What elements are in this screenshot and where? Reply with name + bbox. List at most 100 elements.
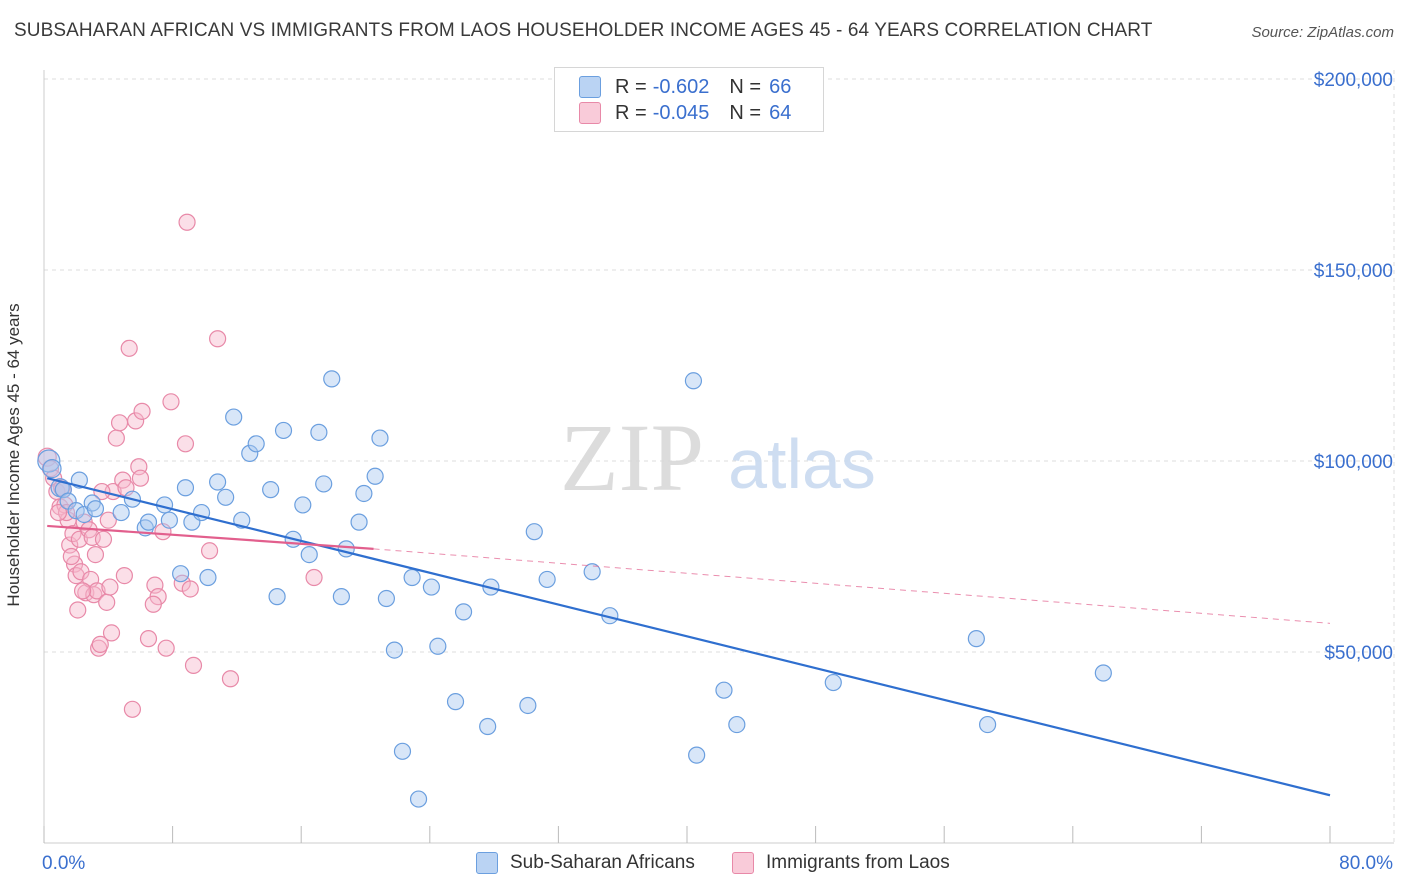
legend-swatch-laos <box>732 852 754 874</box>
trend-line-ssa <box>46 477 1331 797</box>
data-point-ssa <box>112 503 130 522</box>
data-point-laos <box>133 402 151 420</box>
legend-r-label: R = <box>615 75 647 98</box>
legend-item-ssa: Sub-Saharan Africans <box>476 852 695 874</box>
legend-swatch-ssa <box>579 76 601 98</box>
data-point-laos <box>86 545 105 564</box>
legend-n-label: N = <box>729 75 762 98</box>
data-point-laos <box>157 639 175 657</box>
data-point-laos <box>110 414 129 432</box>
data-point-ssa <box>429 637 447 655</box>
watermark-atlas: atlas <box>728 425 876 503</box>
y-tick-label: $100,000 <box>1314 452 1393 473</box>
data-point-ssa <box>728 715 746 734</box>
data-point-laos <box>98 593 116 611</box>
data-point-ssa <box>176 479 195 497</box>
data-point-laos <box>123 700 142 718</box>
data-point-ssa <box>371 429 389 447</box>
data-point-ssa <box>446 693 465 711</box>
legend-n-value: 66 <box>769 75 792 98</box>
data-point-ssa <box>684 372 703 390</box>
x-tick-label-min: 0.0% <box>42 853 85 874</box>
data-point-ssa <box>979 715 997 734</box>
data-point-ssa <box>268 588 286 606</box>
data-point-laos <box>69 601 87 619</box>
data-point-ssa <box>393 742 412 760</box>
data-point-laos <box>200 542 219 560</box>
data-point-ssa <box>160 511 178 529</box>
data-point-laos <box>102 624 121 642</box>
data-point-laos <box>178 213 196 231</box>
watermark: ZIP atlas <box>560 404 876 511</box>
data-point-laos <box>41 460 60 478</box>
data-point-laos <box>131 469 150 487</box>
data-point-laos <box>88 582 106 600</box>
data-point-laos <box>144 595 162 613</box>
y-tick-label: $200,000 <box>1314 70 1393 91</box>
legend-r-label: R = <box>615 101 647 124</box>
data-point-laos <box>94 530 113 548</box>
data-point-laos <box>305 568 323 587</box>
data-point-ssa <box>247 435 265 453</box>
legend-row-ssa: R = -0.602 N = 66 <box>579 75 791 99</box>
data-point-ssa <box>583 563 601 581</box>
data-point-laos <box>62 547 80 566</box>
watermark-zip: ZIP <box>560 404 704 511</box>
data-point-laos <box>139 630 158 648</box>
y-tick-label: $50,000 <box>1324 643 1393 664</box>
legend-label-laos: Immigrants from Laos <box>766 852 950 873</box>
legend-r-value: -0.045 <box>652 101 710 124</box>
data-point-ssa <box>217 488 235 506</box>
legend-r-value: -0.602 <box>652 75 710 98</box>
data-point-ssa <box>323 370 341 388</box>
data-point-ssa <box>294 496 312 514</box>
data-point-ssa <box>199 568 217 587</box>
correlation-legend: R = -0.602 N = 66 R = -0.045 N = 64 <box>554 67 824 132</box>
data-point-ssa <box>422 578 441 596</box>
data-point-ssa <box>262 481 280 499</box>
data-point-ssa <box>274 421 293 440</box>
data-point-ssa <box>688 746 706 764</box>
data-point-ssa <box>225 408 243 426</box>
data-point-ssa <box>315 475 333 493</box>
legend-swatch-ssa <box>476 852 498 874</box>
data-point-ssa <box>403 568 421 587</box>
data-point-ssa <box>139 513 158 531</box>
data-point-ssa <box>67 502 85 520</box>
y-axis-label: Householder Income Ages 45 - 64 years <box>4 303 23 607</box>
legend-n-label: N = <box>729 101 762 124</box>
series-laos-points <box>37 213 323 718</box>
data-point-laos <box>99 511 117 529</box>
data-point-laos <box>176 435 195 453</box>
legend-row-laos: R = -0.045 N = 64 <box>579 101 791 125</box>
series-legend: Sub-Saharan Africans Immigrants from Lao… <box>0 852 1406 878</box>
data-point-ssa <box>538 570 556 589</box>
data-point-laos <box>209 330 227 348</box>
y-tick-label: $150,000 <box>1314 261 1393 282</box>
trend-lines <box>46 477 1331 797</box>
tick-labels: $50,000 $100,000 $150,000 $200,000 0.0% 80.0% <box>42 70 1393 874</box>
data-point-ssa <box>209 473 227 491</box>
data-point-ssa <box>409 790 428 808</box>
data-point-laos <box>120 339 138 357</box>
data-point-ssa <box>824 673 842 692</box>
data-point-laos <box>64 524 82 543</box>
data-point-ssa <box>1094 664 1112 682</box>
data-point-laos <box>181 580 199 598</box>
trend-line-laos-extension <box>373 548 1331 624</box>
data-point-ssa <box>300 545 318 564</box>
data-point-ssa <box>519 696 537 715</box>
data-point-ssa <box>86 500 105 518</box>
legend-n-value: 64 <box>769 101 792 124</box>
data-point-laos <box>73 582 92 600</box>
legend-label-ssa: Sub-Saharan Africans <box>510 852 695 873</box>
trend-line-laos <box>47 524 374 550</box>
data-point-ssa <box>350 513 368 531</box>
data-point-laos <box>101 578 119 596</box>
data-point-ssa <box>715 681 733 699</box>
data-point-ssa <box>479 717 497 736</box>
data-point-ssa <box>366 467 384 485</box>
data-point-laos <box>221 670 240 688</box>
data-point-ssa <box>525 523 543 541</box>
